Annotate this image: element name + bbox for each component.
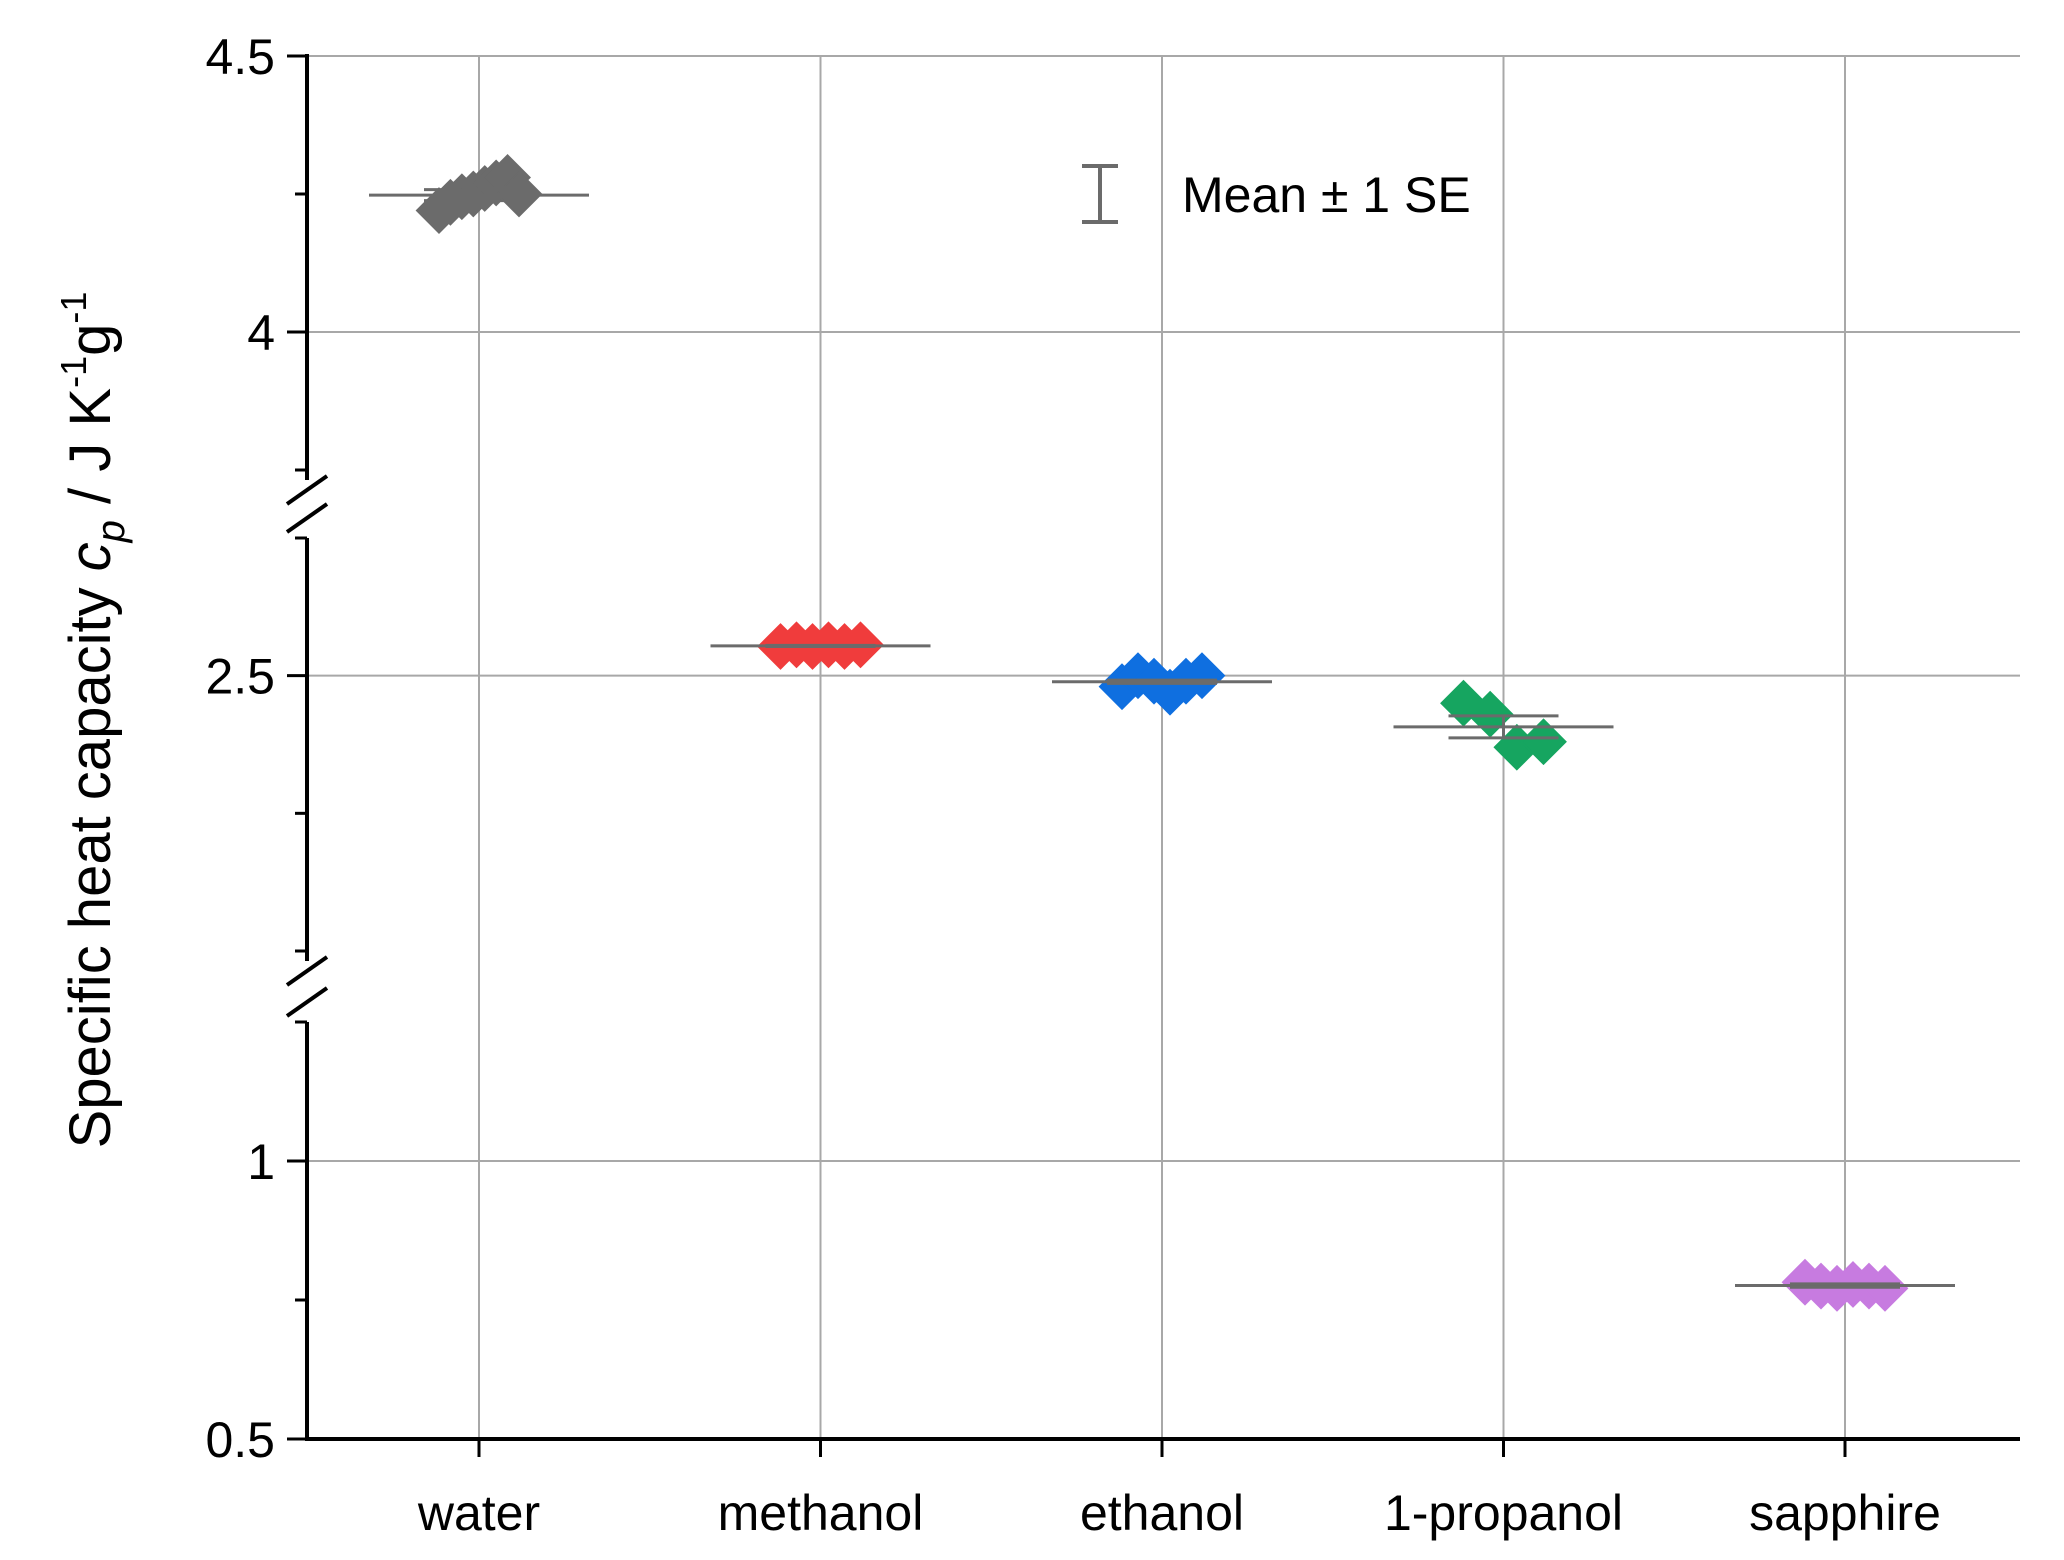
x-tick-label: water xyxy=(417,1485,540,1541)
category-labels: water methanol ethanol 1-propanol sapphire xyxy=(417,1485,1941,1541)
y-tick-label: 2.5 xyxy=(205,649,275,705)
y-axis-label-exp1: -1 xyxy=(53,356,94,388)
data-points xyxy=(369,154,1955,1312)
data-point-1-propanol xyxy=(1466,690,1514,738)
y-axis-label-g: g xyxy=(58,324,123,356)
data-point-1-propanol xyxy=(1520,718,1567,766)
y-axis-label: Specific heat capacity cp / J K-1g-1 xyxy=(53,292,133,1149)
y-axis-break-mark-b-2 xyxy=(285,986,329,1018)
y-tick-label: 4 xyxy=(247,305,275,361)
y-axis-label-exp2: -1 xyxy=(53,292,94,324)
y-tick-label: 1 xyxy=(247,1134,275,1190)
y-axis-label-units: / J K xyxy=(58,388,123,520)
axes xyxy=(285,54,2020,1441)
y-axis-label-subscript: p xyxy=(89,520,133,543)
y-axis-label-prefix: Specific heat capacity xyxy=(58,571,123,1148)
y-tick-label: 4.5 xyxy=(205,29,275,85)
x-tick-label: sapphire xyxy=(1749,1485,1941,1541)
y-axis-break-mark-a-1 xyxy=(285,474,329,506)
data-point-ethanol xyxy=(1178,652,1226,700)
y-axis-break-mark-a-2 xyxy=(285,955,329,987)
legend-label: Mean ± 1 SE xyxy=(1182,167,1471,223)
y-axis-break-mark-b-1 xyxy=(285,502,329,534)
x-tick-label: methanol xyxy=(718,1485,924,1541)
x-tick-label: ethanol xyxy=(1080,1485,1244,1541)
grid xyxy=(307,55,2020,1439)
x-tick-label: 1-propanol xyxy=(1384,1485,1623,1541)
legend: Mean ± 1 SE xyxy=(1082,164,1471,224)
y-axis-label-symbol: c xyxy=(58,542,123,571)
y-tick-label: 0.5 xyxy=(205,1412,275,1468)
ticks: 4 4.5 2.5 0.5 1 xyxy=(205,29,1847,1468)
